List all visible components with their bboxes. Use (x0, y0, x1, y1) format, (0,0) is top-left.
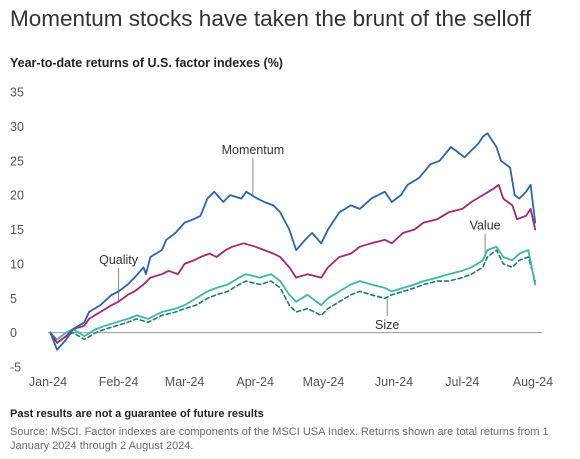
x-axis-ticks: Jan-24 Feb-24 Mar-24 Apr-24 May-24 Jun-24 Jul-… (29, 375, 553, 389)
x-tick-label: Aug-24 (513, 375, 553, 389)
y-tick-label: -5 (10, 361, 21, 375)
series-label-value: Value (470, 219, 501, 233)
series-line-quality (49, 183, 537, 344)
x-tick-label: Apr-24 (236, 375, 274, 389)
series-lines (49, 132, 537, 351)
y-tick-label: 10 (10, 257, 24, 271)
x-tick-label: Mar-24 (165, 375, 205, 389)
line-chart: 35 30 25 20 15 10 5 0 -5 Momentum Quality Value Siz… (10, 86, 553, 390)
y-tick-label: 25 (10, 154, 24, 168)
series-label-momentum: Momentum (222, 143, 285, 157)
series-label-size: Size (375, 318, 399, 332)
x-tick-label: Jun-24 (375, 375, 413, 389)
y-tick-label: 5 (10, 292, 17, 306)
x-tick-label: Jul-24 (445, 375, 479, 389)
series-labels: Momentum Quality Value Size (99, 143, 501, 332)
series-line-momentum (49, 132, 537, 351)
y-axis-ticks: 35 30 25 20 15 10 5 0 -5 (10, 86, 24, 375)
chart-title: Momentum stocks have taken the brunt of … (10, 6, 532, 31)
y-tick-label: 15 (10, 223, 24, 237)
x-tick-label: Jan-24 (29, 375, 67, 389)
series-line-size (49, 249, 536, 344)
y-tick-label: 35 (10, 86, 24, 100)
x-tick-label: May-24 (303, 375, 345, 389)
series-label-quality: Quality (99, 253, 139, 267)
y-tick-label: 20 (10, 189, 24, 203)
series-line-value (49, 245, 537, 341)
y-tick-label: 0 (10, 326, 17, 340)
label-leader-lines (118, 157, 486, 317)
y-tick-label: 30 (10, 120, 24, 134)
disclaimer-note: Past results are not a guarantee of futu… (10, 408, 264, 420)
source-note: Source: MSCI. Factor indexes are compone… (10, 426, 549, 452)
x-tick-label: Feb-24 (99, 375, 139, 389)
chart-subtitle: Year-to-date returns of U.S. factor inde… (10, 56, 283, 70)
